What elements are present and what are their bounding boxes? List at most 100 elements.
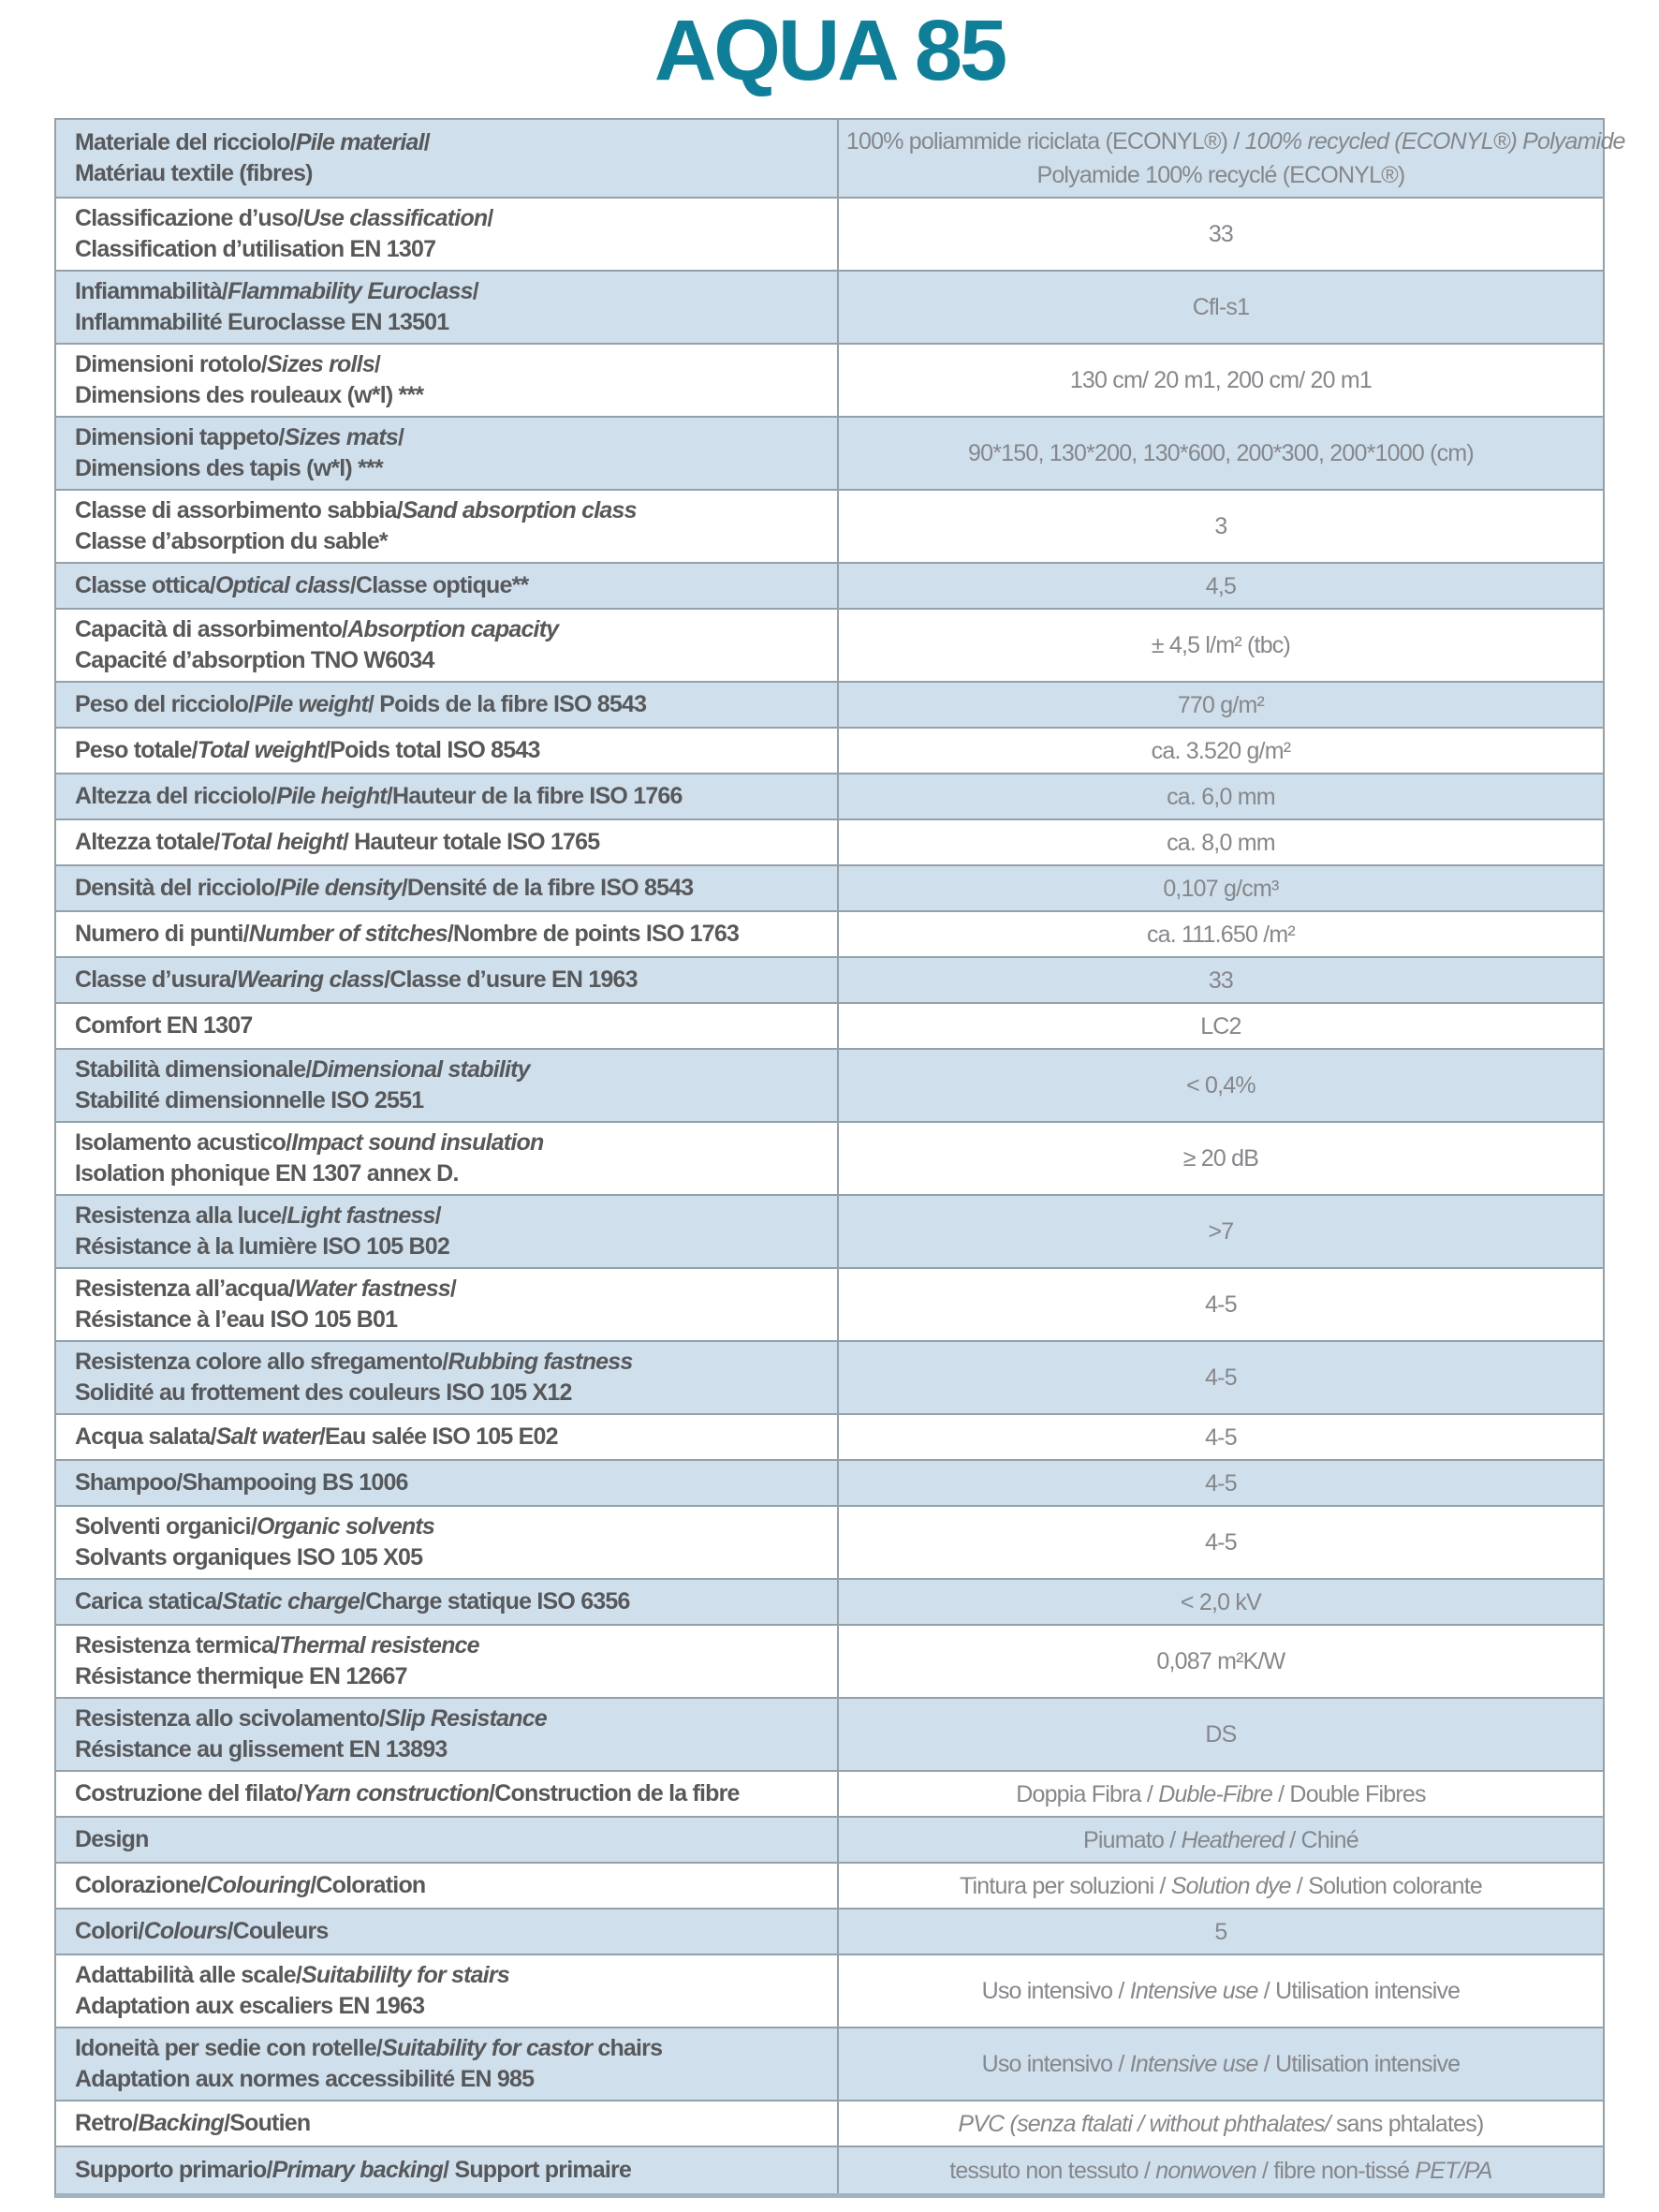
spec-label-cell: Costruzione del filato/Yarn construction… bbox=[56, 1772, 839, 1816]
spec-value-cell: 33 bbox=[839, 199, 1603, 270]
table-row: Dimensioni rotolo/Sizes rolls/Dimensions… bbox=[56, 345, 1603, 418]
spec-label-cell-line: Dimensions des tapis (w*l) *** bbox=[75, 455, 384, 481]
spec-value-cell: 4-5 bbox=[839, 1269, 1603, 1340]
spec-label-cell-line: Costruzione del filato/Yarn construction… bbox=[75, 1780, 740, 1806]
spec-value-cell-line: 3 bbox=[1214, 513, 1227, 539]
spec-label-cell-line: Resistenza colore allo sfregamento/Rubbi… bbox=[75, 1349, 633, 1375]
spec-value-cell-line: Piumato / Heathered / Chiné bbox=[1083, 1826, 1359, 1853]
table-row: Classificazione d’uso/Use classification… bbox=[56, 199, 1603, 272]
spec-value-cell-line: 4-5 bbox=[1205, 1423, 1238, 1451]
spec-label-cell: Peso totale/Total weight/Poids total ISO… bbox=[56, 729, 839, 773]
spec-label-cell: Materiale del ricciolo/Pile material/Mat… bbox=[56, 120, 839, 197]
spec-label-cell-line: Stabilità dimensionale/Dimensional stabi… bbox=[75, 1056, 531, 1083]
spec-value-cell: 100% poliammide riciclata (ECONYL®) / 10… bbox=[839, 120, 1626, 197]
spec-label-cell: Supporto primario/Primary backing/ Suppo… bbox=[56, 2147, 839, 2193]
spec-label-cell: Peso del ricciolo/Pile weight/ Poids de … bbox=[56, 683, 839, 727]
spec-value-cell: PVC (senza ftalati / without phthalates/… bbox=[839, 2101, 1603, 2146]
table-row: Numero di punti/Number of stitches/Nombr… bbox=[56, 912, 1603, 958]
spec-label-cell-line: Isolamento acustico/Impact sound insulat… bbox=[75, 1129, 544, 1156]
table-row: Idoneità per sedie con rotelle/Suitabili… bbox=[56, 2028, 1603, 2101]
spec-value-cell-line: ca. 111.650 /m² bbox=[1146, 921, 1296, 948]
spec-value-cell: 4-5 bbox=[839, 1461, 1603, 1505]
spec-label-cell: Classe d’usura/Wearing class/Classe d’us… bbox=[56, 958, 839, 1002]
spec-value-cell-line: 5 bbox=[1214, 1918, 1227, 1945]
table-row: Dimensioni tappeto/Sizes mats/Dimensions… bbox=[56, 418, 1603, 491]
spec-value-cell: 130 cm/ 20 m1, 200 cm/ 20 m1 bbox=[839, 345, 1603, 416]
spec-label-cell-line: Infiammabilità/Flammability Euroclass/ bbox=[75, 278, 479, 304]
spec-value-cell-line: 0,107 g/cm³ bbox=[1163, 875, 1279, 902]
spec-label-cell-line: Dimensioni rotolo/Sizes rolls/ bbox=[75, 351, 381, 377]
spec-label-cell-line: Inflammabilité Euroclasse EN 13501 bbox=[75, 309, 449, 335]
spec-value-cell: 33 bbox=[839, 958, 1603, 1002]
spec-label-cell: Resistenza allo scivolamento/Slip Resist… bbox=[56, 1699, 839, 1770]
spec-value-cell: 4-5 bbox=[839, 1415, 1603, 1459]
spec-value-cell: ca. 3.520 g/m² bbox=[839, 729, 1603, 773]
table-row: Isolamento acustico/Impact sound insulat… bbox=[56, 1123, 1603, 1196]
spec-label-cell-line: Adaptation aux escaliers EN 1963 bbox=[75, 1993, 425, 2019]
spec-label-cell: Dimensioni tappeto/Sizes mats/Dimensions… bbox=[56, 418, 839, 489]
spec-value-cell-line: 4-5 bbox=[1205, 1291, 1238, 1318]
spec-label-cell-line: Retro/Backing/Soutien bbox=[75, 2110, 311, 2136]
spec-value-cell: DS bbox=[839, 1699, 1603, 1770]
table-row: Solventi organici/Organic solvents Solvan… bbox=[56, 1507, 1603, 1580]
spec-label-cell-line: Supporto primario/Primary backing/ Suppo… bbox=[75, 2157, 632, 2183]
spec-label-cell-line: Design bbox=[75, 1826, 149, 1852]
spec-label-cell-line: Resistenza termica/Thermal resistence bbox=[75, 1632, 480, 1659]
table-row: Retro/Backing/Soutien PVC (senza ftalati … bbox=[56, 2101, 1603, 2147]
spec-value-cell-line: 4-5 bbox=[1205, 1364, 1238, 1391]
spec-label-cell-line: Resistenza all’acqua/Water fastness/ bbox=[75, 1276, 457, 1302]
spec-label-cell: Classe di assorbimento sabbia/Sand absor… bbox=[56, 491, 839, 562]
spec-value-cell: < 0,4% bbox=[839, 1050, 1603, 1121]
spec-label-cell-line: Materiale del ricciolo/Pile material/ bbox=[75, 129, 431, 155]
table-row: Capacità di assorbimento/Absorption capa… bbox=[56, 610, 1603, 683]
spec-value-cell-line: DS bbox=[1205, 1721, 1237, 1747]
table-row: Shampoo/Shampooing BS 1006 4-5 bbox=[56, 1461, 1603, 1507]
spec-label-cell: Comfort EN 1307 bbox=[56, 1004, 839, 1048]
spec-label-cell-line: Resistenza alla luce/Light fastness/ bbox=[75, 1202, 442, 1229]
spec-label-cell: Infiammabilità/Flammability Euroclass/In… bbox=[56, 272, 839, 343]
spec-label-cell-line: Solidité au frottement des couleurs ISO … bbox=[75, 1379, 572, 1406]
spec-value-cell-line: Polyamide 100% recyclé (ECONYL®) bbox=[1036, 162, 1405, 188]
spec-value-cell-line: Tintura per soluzioni / Solution dye / S… bbox=[959, 1872, 1483, 1899]
spec-value-cell: Uso intensivo / Intensive use / Utilisat… bbox=[839, 2028, 1603, 2100]
spec-label-cell: Acqua salata/Salt water/Eau salée ISO 10… bbox=[56, 1415, 839, 1459]
spec-label-cell-line: Capacità di assorbimento/Absorption capa… bbox=[75, 616, 559, 642]
spec-label-cell-line: Peso totale/Total weight/Poids total ISO… bbox=[75, 737, 540, 763]
spec-value-cell: 4,5 bbox=[839, 564, 1603, 608]
spec-value-cell-line: 100% poliammide riciclata (ECONYL®) / 10… bbox=[845, 128, 1626, 155]
spec-label-cell-line: Shampoo/Shampooing BS 1006 bbox=[75, 1469, 408, 1496]
spec-label-cell-line: Idoneità per sedie con rotelle/Suitabili… bbox=[75, 2035, 663, 2061]
spec-value-cell: Doppia Fibra / Duble-Fibre / Double Fibr… bbox=[839, 1772, 1603, 1816]
spec-label-cell-line: Densità del ricciolo/Pile density/Densit… bbox=[75, 875, 694, 901]
table-row: Acqua salata/Salt water/Eau salée ISO 10… bbox=[56, 1415, 1603, 1461]
table-row: Altezza totale/Total height/ Hauteur tot… bbox=[56, 820, 1603, 866]
table-row: Carica statica/Static charge/Charge stat… bbox=[56, 1580, 1603, 1626]
table-row: Classe di assorbimento sabbia/Sand absor… bbox=[56, 491, 1603, 564]
spec-value-cell: ca. 6,0 mm bbox=[839, 774, 1603, 818]
spec-value-cell-line: 33 bbox=[1208, 221, 1234, 247]
spec-value-cell-line: Doppia Fibra / Duble-Fibre / Double Fibr… bbox=[1016, 1780, 1426, 1807]
table-row: Resistenza termica/Thermal resistence Rés… bbox=[56, 1626, 1603, 1699]
spec-label-cell-line: Resistenza allo scivolamento/Slip Resist… bbox=[75, 1705, 548, 1732]
spec-label-cell-line: Classe di assorbimento sabbia/Sand absor… bbox=[75, 497, 637, 524]
spec-value-cell: >7 bbox=[839, 1196, 1603, 1267]
table-row: Resistenza allo scivolamento/Slip Resist… bbox=[56, 1699, 1603, 1772]
spec-value-cell-line: LC2 bbox=[1200, 1012, 1241, 1040]
spec-label-cell: Adattabilità alle scale/Suitabililty for… bbox=[56, 1955, 839, 2027]
table-row: Stabilità dimensionale/Dimensional stabi… bbox=[56, 1050, 1603, 1123]
spec-label-cell: Classificazione d’uso/Use classification… bbox=[56, 199, 839, 270]
spec-label-cell: Dimensioni rotolo/Sizes rolls/Dimensions… bbox=[56, 345, 839, 416]
spec-value-cell-line: >7 bbox=[1208, 1218, 1234, 1245]
spec-value-cell: 5 bbox=[839, 1910, 1603, 1954]
spec-label-cell-line: Résistance à l’eau ISO 105 B01 bbox=[75, 1306, 398, 1333]
spec-value-cell-line: Uso intensivo / Intensive use / Utilisat… bbox=[981, 1978, 1461, 2004]
spec-value-cell: LC2 bbox=[839, 1004, 1603, 1048]
spec-label-cell-line: Classe d’absorption du sable* bbox=[75, 528, 389, 554]
spec-label-cell: Idoneità per sedie con rotelle/Suitabili… bbox=[56, 2028, 839, 2100]
spec-value-cell: 3 bbox=[839, 491, 1603, 562]
spec-value-cell: ≥ 20 dB bbox=[839, 1123, 1603, 1194]
spec-label-cell: Colori/Colours/Couleurs bbox=[56, 1910, 839, 1954]
table-row: Infiammabilità/Flammability Euroclass/In… bbox=[56, 272, 1603, 345]
spec-label-cell-line: Résistance au glissement EN 13893 bbox=[75, 1736, 448, 1762]
table-row: Classe ottica/Optical class/Classe optiq… bbox=[56, 564, 1603, 610]
